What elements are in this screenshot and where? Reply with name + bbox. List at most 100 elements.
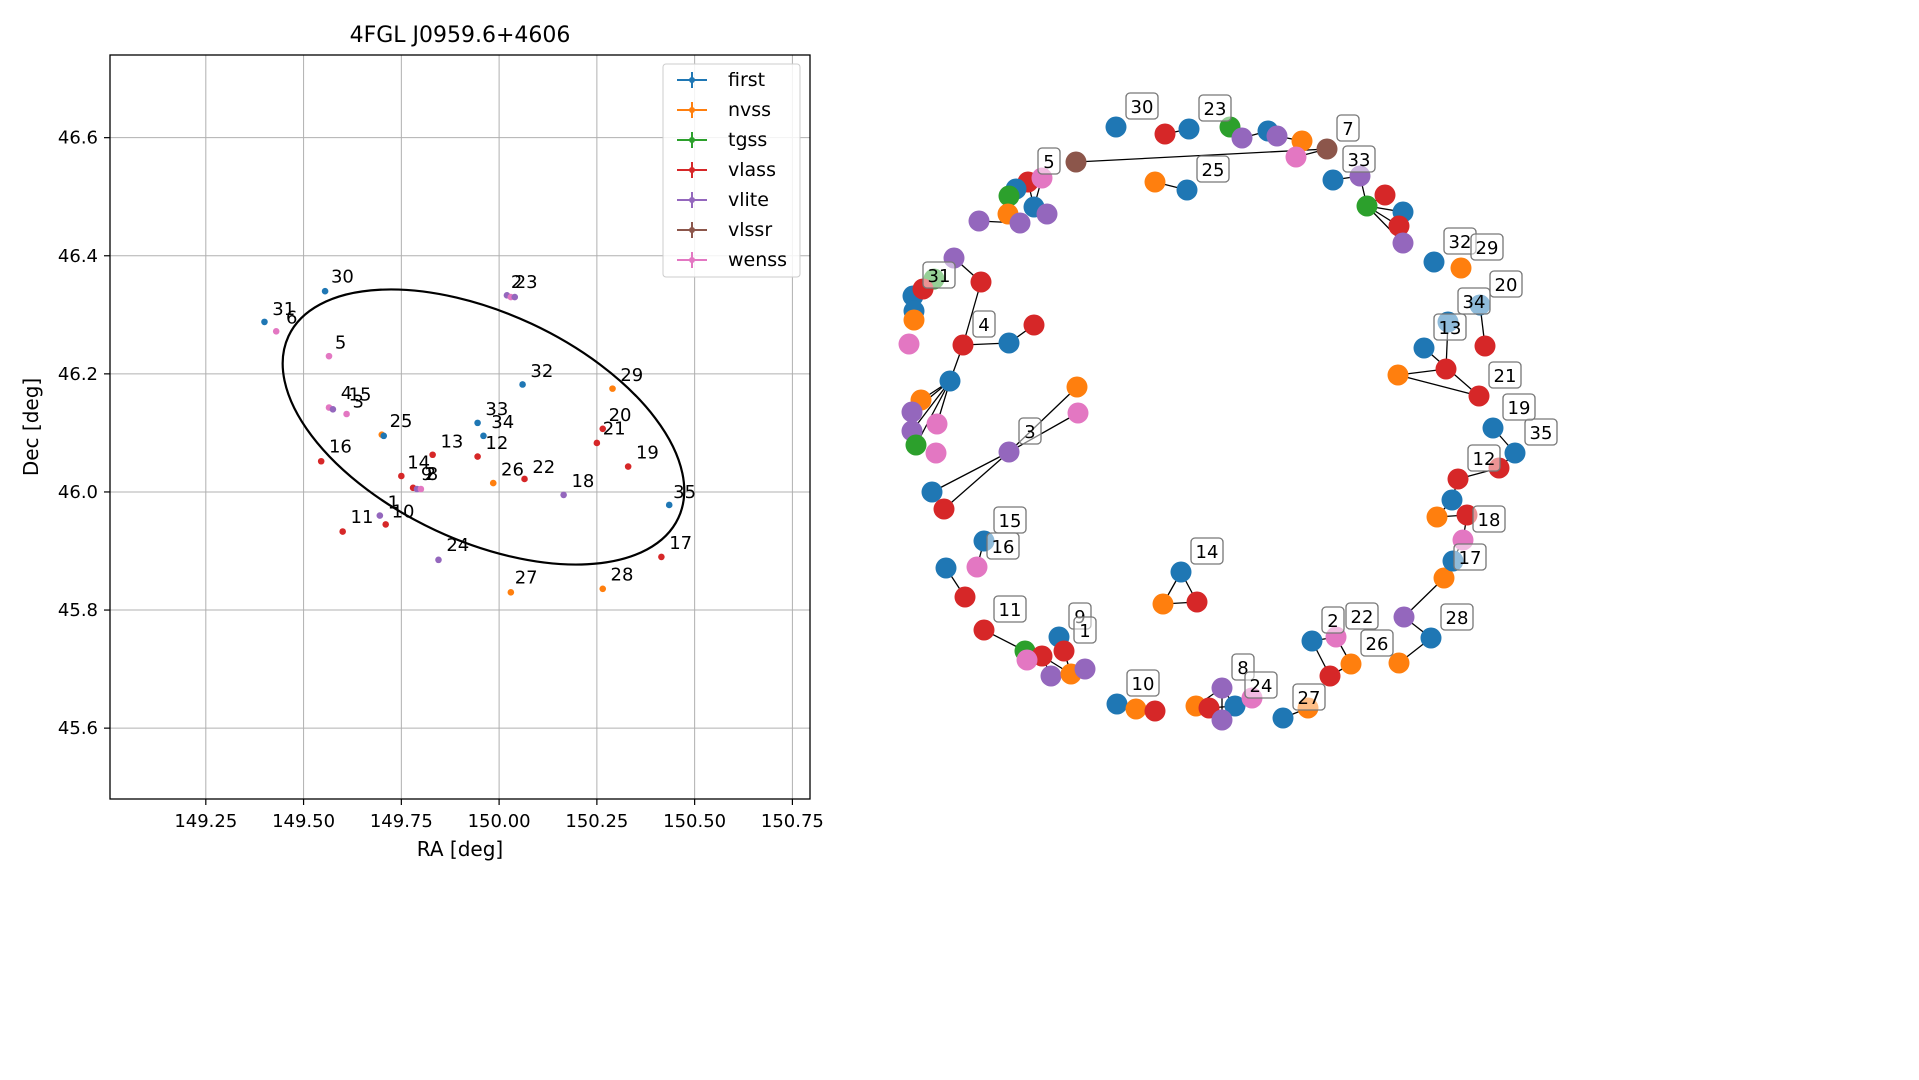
network-node-vlass xyxy=(952,334,974,356)
point-label: 1 xyxy=(388,492,399,513)
point-label: 31 xyxy=(272,299,295,320)
point-label: 9 xyxy=(421,464,432,485)
network-node-first xyxy=(935,557,957,579)
network-label-text: 20 xyxy=(1495,275,1518,296)
x-tick-label: 150.75 xyxy=(761,811,824,832)
network-node-first xyxy=(1322,169,1344,191)
point-vlass xyxy=(474,453,481,460)
network-node-wenss xyxy=(925,442,947,464)
x-tick-label: 150.25 xyxy=(565,811,628,832)
network-node-first xyxy=(1106,693,1128,715)
point-first xyxy=(519,381,526,388)
network-node-vlite xyxy=(1036,203,1058,225)
network-node-vlass xyxy=(1456,504,1478,526)
legend-marker-dot xyxy=(689,197,695,203)
legend-entry-vlass: vlass xyxy=(677,159,776,181)
point-vlass xyxy=(521,475,528,483)
point-label: 27 xyxy=(515,567,538,588)
point-label: 17 xyxy=(669,533,692,554)
network-node-first xyxy=(998,332,1020,354)
point-label: 5 xyxy=(335,332,346,353)
point-vlass xyxy=(382,521,389,528)
network-node-nvss xyxy=(1450,257,1472,279)
network-node-wenss xyxy=(926,413,948,435)
network-label-box xyxy=(1244,671,1278,699)
legend-marker-dot xyxy=(689,167,695,173)
network-label-box xyxy=(1198,94,1232,122)
legend-marker-dot xyxy=(689,227,695,233)
point-label: 22 xyxy=(532,457,555,478)
point-label: 30 xyxy=(331,266,354,287)
legend-marker-dot xyxy=(689,107,695,113)
point-vlite xyxy=(560,491,567,499)
y-axis-ticks: 45.6 45.8 46.0 46.2 46.4 46.6 xyxy=(58,128,110,739)
legend-entry-nvss: nvss xyxy=(677,99,771,121)
point-vlite xyxy=(376,512,384,519)
legend-label: first xyxy=(728,69,765,91)
legend-marker-dot xyxy=(689,257,695,263)
network-label-box xyxy=(1472,505,1506,533)
network-label: 1 xyxy=(1073,616,1097,644)
network-label-text: 31 xyxy=(928,266,951,287)
network-node-vlass xyxy=(1023,314,1045,336)
point-first xyxy=(261,318,268,326)
legend-entry-vlssr: vlssr xyxy=(677,219,772,241)
network-label: 7 xyxy=(1336,114,1360,142)
network-node-first xyxy=(1272,707,1294,729)
point-first xyxy=(321,287,329,295)
point-label: 28 xyxy=(611,565,634,586)
network-node-wenss xyxy=(1016,649,1038,671)
network-node-first xyxy=(1423,251,1445,273)
chart-title: 4FGL J0959.6+4606 xyxy=(350,23,571,48)
network-label-box xyxy=(1190,537,1224,565)
network-node-first xyxy=(1224,695,1246,717)
network-node-vlass xyxy=(1154,123,1176,145)
point-label: 25 xyxy=(390,411,413,432)
network-label: 3 xyxy=(1018,417,1042,445)
network-label: 18 xyxy=(1472,505,1506,533)
y-tick-label: 46.4 xyxy=(58,246,98,267)
network-label: 5 xyxy=(1037,147,1061,175)
point-label: 3 xyxy=(352,392,363,413)
point-first xyxy=(665,501,673,509)
plot-frame xyxy=(109,54,811,800)
point-vlass xyxy=(599,425,607,433)
network-label-box xyxy=(1125,92,1159,120)
point-nvss xyxy=(609,385,616,392)
network-node-first xyxy=(1176,179,1198,201)
network-node-vlite xyxy=(1211,677,1233,699)
network-node-vlass xyxy=(1435,358,1457,380)
network-label: 25 xyxy=(1196,155,1230,183)
network-label-box xyxy=(1489,270,1523,298)
network-label: 29 xyxy=(1470,233,1504,261)
network-label: 16 xyxy=(986,532,1020,560)
point-first xyxy=(480,432,487,440)
legend-marker-dot xyxy=(689,77,695,83)
network-node-vlite xyxy=(1040,665,1062,687)
network-label-text: 33 xyxy=(1348,150,1371,171)
network-label-box xyxy=(972,310,996,338)
point-label: 4 xyxy=(341,383,352,404)
point-wenss xyxy=(417,485,425,493)
network-node-vlite xyxy=(1009,212,1031,234)
point-label: 23 xyxy=(515,272,538,293)
point-label: 2 xyxy=(425,464,436,485)
network-label: 35 xyxy=(1524,418,1558,446)
point-label: 29 xyxy=(620,365,643,386)
network-label-box xyxy=(1467,444,1501,472)
point-label: 11 xyxy=(351,507,374,528)
network-node-nvss xyxy=(1387,364,1409,386)
network-edge xyxy=(943,451,1010,510)
x-tick-label: 149.75 xyxy=(370,811,433,832)
network-node-vlass xyxy=(1388,215,1410,237)
network-label: 2 xyxy=(1321,606,1345,634)
network-node-vlass xyxy=(954,586,976,608)
network-node-vlite xyxy=(1393,606,1415,628)
network-label-text: 30 xyxy=(1131,97,1154,118)
network-node-vlite xyxy=(901,401,923,423)
network-label-text: 22 xyxy=(1351,607,1374,628)
point-label: 12 xyxy=(485,433,508,454)
network-node-tgss xyxy=(905,434,927,456)
network-label-box xyxy=(1037,147,1061,175)
